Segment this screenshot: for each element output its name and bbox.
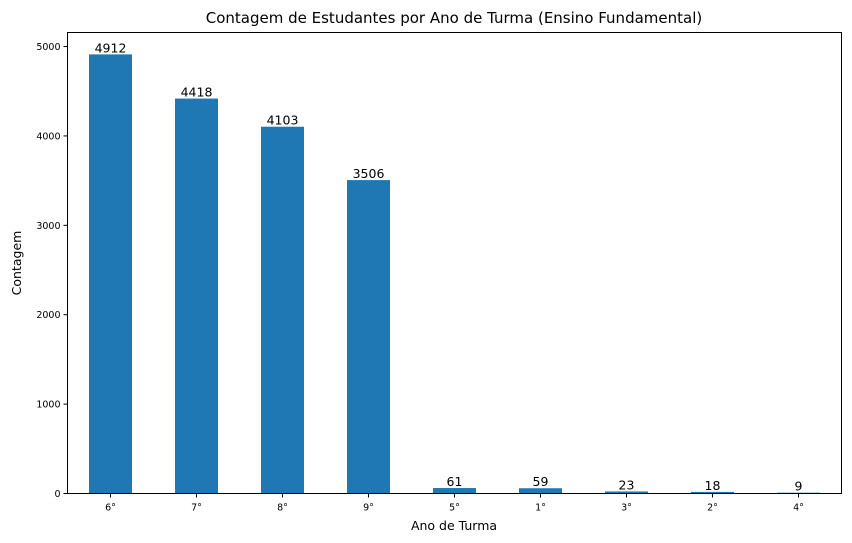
bar-2	[261, 126, 304, 494]
data-label-8: 9	[795, 479, 803, 494]
x-tick-label-2: 8°	[277, 503, 288, 514]
bar-1	[175, 98, 218, 494]
x-axis-label: Ano de Turma	[411, 518, 497, 533]
x-tick-label-5: 1°	[535, 503, 546, 514]
x-axis: 6° 7° 8° 9° 5° 1° 3° 2° 4°	[105, 493, 804, 514]
x-tick-label-3: 9°	[363, 503, 374, 514]
data-label-6: 23	[619, 477, 635, 492]
data-label-0: 4912	[95, 40, 127, 55]
x-tick-label-4: 5°	[449, 503, 460, 514]
data-label-5: 59	[533, 474, 549, 489]
y-tick-label-1: 1000	[36, 400, 60, 411]
data-label-2: 4103	[267, 113, 299, 128]
y-tick-label-2: 2000	[36, 310, 60, 321]
x-tick-label-8: 4°	[793, 503, 804, 514]
plot-frame	[67, 32, 842, 494]
y-tick-label-0: 0	[54, 489, 60, 500]
y-axis-label: Contagem	[9, 231, 24, 296]
y-tick-label-3: 3000	[36, 221, 60, 232]
y-tick-label-4: 4000	[36, 131, 60, 142]
bar-3	[347, 180, 390, 494]
x-tick-label-7: 2°	[707, 503, 718, 514]
chart-title: Contagem de Estudantes por Ano de Turma …	[206, 9, 702, 27]
x-tick-label-6: 3°	[621, 503, 632, 514]
x-tick-label-1: 7°	[191, 503, 202, 514]
bar-4	[433, 488, 476, 494]
bars-group	[89, 54, 820, 494]
bar-0	[89, 54, 132, 494]
data-label-7: 18	[705, 478, 721, 493]
y-tick-label-5: 5000	[36, 42, 60, 53]
data-label-4: 61	[447, 474, 463, 489]
bar-6	[605, 491, 648, 494]
bar-7	[691, 491, 734, 494]
data-label-1: 4418	[181, 85, 213, 100]
data-label-3: 3506	[353, 166, 385, 181]
data-labels-group: 4912 4418 4103 3506 61 59 23 18 9	[95, 40, 803, 493]
y-axis: 0 1000 2000 3000 4000 5000	[36, 42, 68, 500]
x-tick-label-0: 6°	[105, 503, 116, 514]
bar-5	[519, 488, 562, 494]
